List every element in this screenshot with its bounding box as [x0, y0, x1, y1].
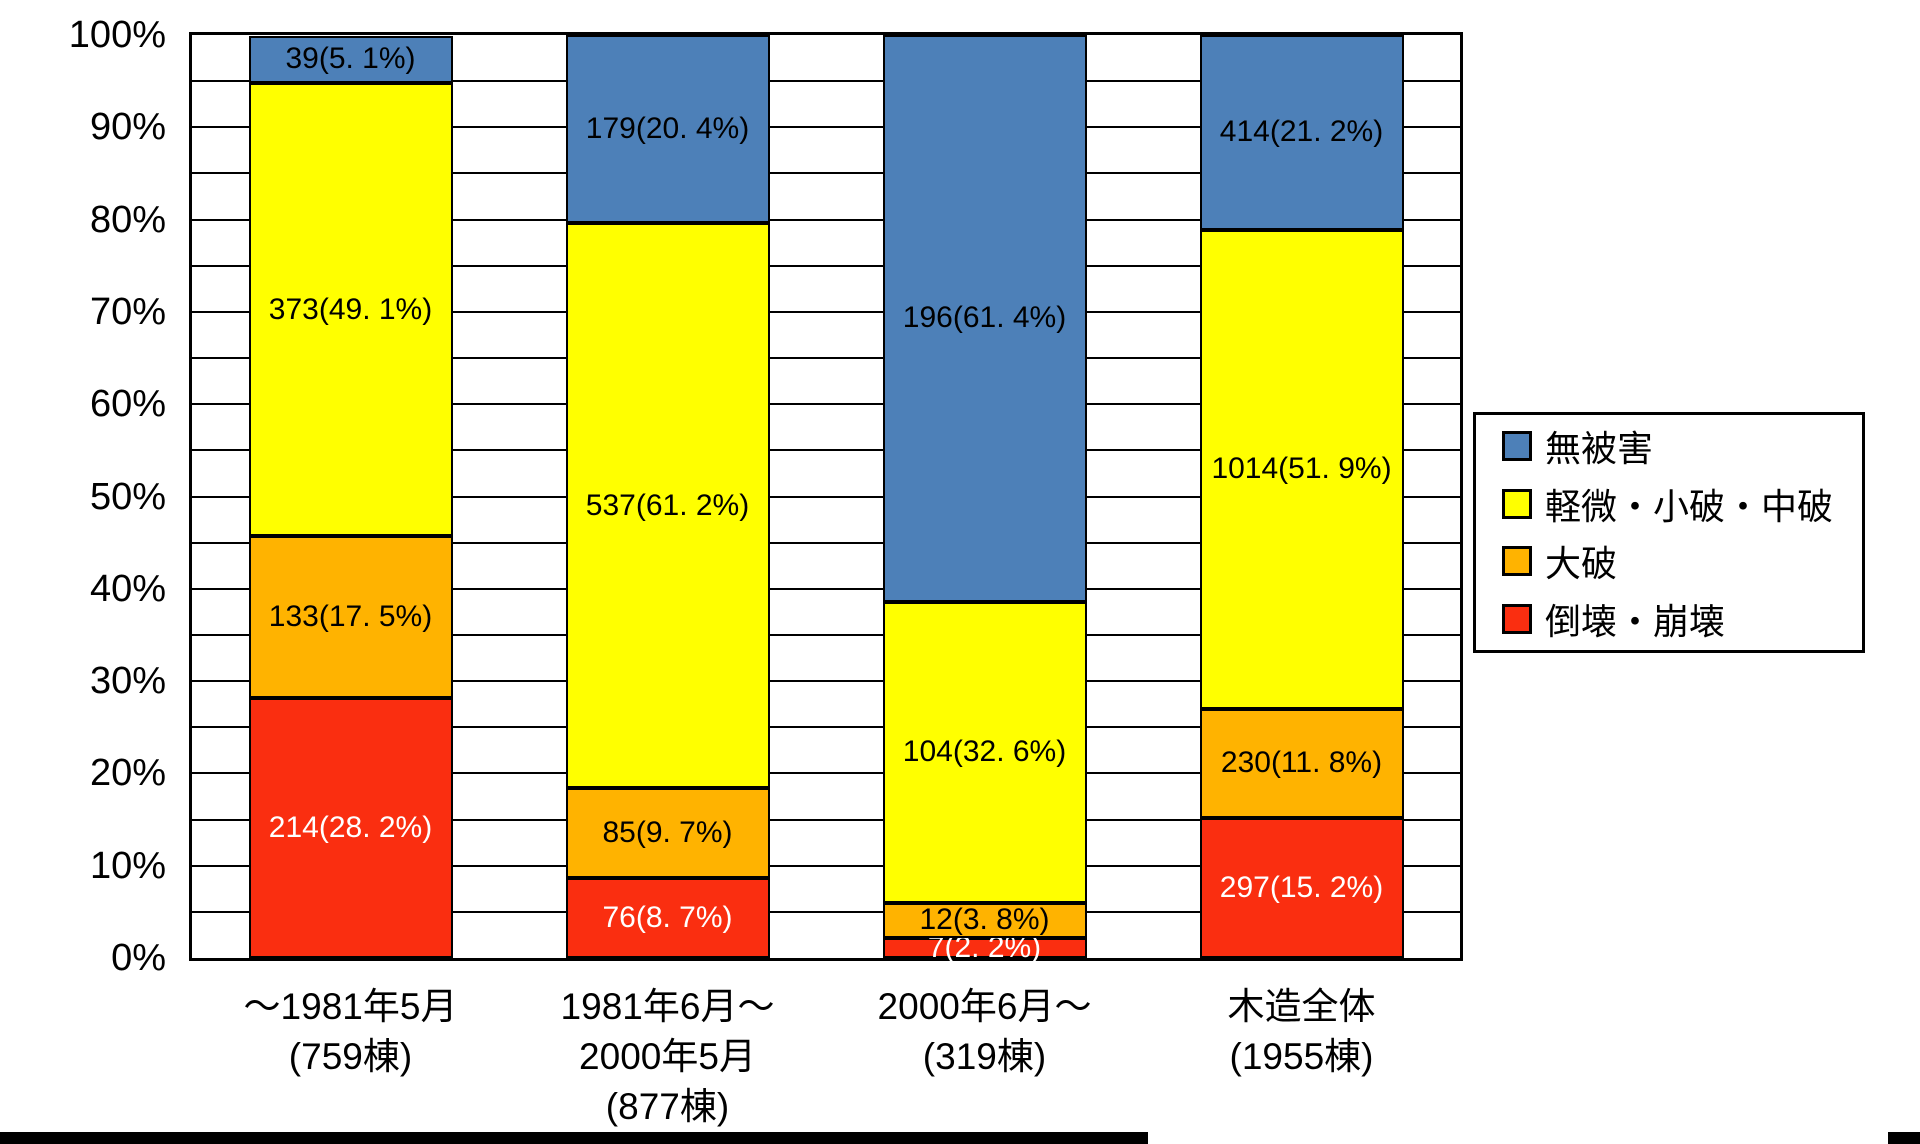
x-axis-label-line: (877棟) [605, 1086, 730, 1127]
gridline [192, 680, 1460, 683]
gridline [192, 864, 1460, 867]
x-axis-category-label: ～1981年5月 (759棟) [244, 982, 458, 1082]
legend-swatch [1502, 431, 1532, 462]
bar-segment-label: 39(5. 1%) [285, 42, 416, 76]
gridline [192, 772, 1460, 775]
bar-segment: 196(61. 4%) [882, 35, 1087, 602]
gridline [192, 587, 1460, 590]
x-axis-category-label: 木造全体 (1955棟) [1228, 982, 1376, 1082]
gridline [192, 218, 1460, 221]
bar-segment: 133(17. 5%) [248, 536, 453, 698]
gridline [192, 126, 1460, 129]
gridline [192, 910, 1460, 913]
gridline [192, 264, 1460, 267]
bar-segment-label: 12(3. 8%) [919, 903, 1050, 937]
gridline [192, 495, 1460, 498]
y-axis-tick-label: 30% [89, 660, 166, 703]
bar-segment: 297(15. 2%) [1199, 817, 1404, 958]
legend-label: 大破 [1545, 543, 1618, 585]
bar-segment-label: 373(49. 1%) [268, 292, 433, 326]
gridline [192, 449, 1460, 452]
y-axis-tick-label: 0% [111, 937, 166, 979]
legend: 無被害軽微・小破・中破 大破倒壊・崩壊 [1473, 412, 1865, 653]
bar-segment: 7(2. 2%) [882, 931, 1087, 964]
bar-segment-label: 196(61. 4%) [902, 301, 1067, 335]
x-axis-category-label: 2000年6月～ (319棟) [878, 982, 1092, 1082]
y-axis-tick-label: 40% [89, 567, 166, 610]
bar-segment: 12(3. 8%) [882, 902, 1087, 938]
bar-segment-label: 214(28. 2%) [268, 810, 433, 844]
legend-label: 無被害 [1545, 428, 1654, 470]
bar-segment-label: 230(11. 8%) [1220, 746, 1383, 780]
y-axis-tick-label: 60% [89, 383, 166, 426]
bar-segment: 414(21. 2%) [1199, 35, 1404, 230]
bar-segment-label: 297(15. 2%) [1219, 870, 1384, 904]
bar-segment: 537(61. 2%) [565, 223, 770, 789]
x-axis-label-line: (759棟) [288, 1036, 413, 1077]
x-axis-label-line: (1955棟) [1229, 1036, 1374, 1077]
bar-segment-label: 537(61. 2%) [585, 488, 750, 522]
x-axis-label-line: (319棟) [922, 1036, 1047, 1077]
legend-swatch [1502, 488, 1532, 519]
y-axis-tick-label: 80% [89, 198, 166, 241]
legend-swatch [1502, 546, 1532, 577]
bar-segment: 104(32. 6%) [882, 601, 1087, 903]
legend-item: 大破 [1502, 535, 1862, 587]
bar-segment-label: 133(17. 5%) [268, 599, 433, 633]
gridline [192, 310, 1460, 313]
bar-segment: 230(11. 8%) [1199, 708, 1404, 818]
bar-segment-label: 104(32. 6%) [902, 735, 1067, 769]
y-axis-tick-label: 10% [89, 844, 166, 887]
gridline [192, 633, 1460, 636]
x-axis-category-label: 1981年6月～ 2000年5月 (877棟) [561, 982, 775, 1132]
gridline [192, 726, 1460, 729]
legend-item: 倒壊・崩壊 [1502, 593, 1862, 645]
bar-segment: 85(9. 7%) [565, 788, 770, 878]
gridline [192, 818, 1460, 821]
y-axis-tick-label: 100% [68, 14, 166, 56]
bottom-border-bar-right [1888, 1132, 1920, 1144]
y-axis-tick-label: 50% [89, 475, 166, 518]
bottom-border-bar-left [0, 1132, 1148, 1144]
legend-label: 軽微・小破・中破 [1545, 485, 1834, 527]
x-axis-label-line: 2000年6月～ [877, 986, 1092, 1027]
bar-segment: 373(49. 1%) [248, 83, 453, 537]
bar-segment-label: 179(20. 4%) [585, 112, 750, 146]
bar-segment-label: 414(21. 2%) [1219, 115, 1384, 149]
bar-segment: 179(20. 4%) [565, 35, 770, 224]
bar-segment: 214(28. 2%) [248, 697, 453, 958]
x-axis-label-line: 木造全体 [1227, 986, 1376, 1027]
bar-segment: 1014(51. 9%) [1199, 229, 1404, 709]
y-axis-tick-label: 70% [89, 290, 166, 333]
legend-item: 軽微・小破・中破 [1502, 478, 1862, 530]
bar-segment-label: 1014(51. 9%) [1211, 452, 1392, 486]
x-axis-label-line: ～1981年5月 [243, 986, 458, 1027]
bar-segment: 76(8. 7%) [565, 877, 770, 958]
legend-swatch [1502, 603, 1532, 634]
bar-segment: 39(5. 1%) [248, 35, 453, 83]
bar-segment-label: 76(8. 7%) [602, 900, 733, 934]
gridline [192, 172, 1460, 175]
bar-segment-label: 85(9. 7%) [602, 815, 733, 849]
x-axis-label-line: 1981年6月～ [560, 986, 775, 1027]
legend-item: 無被害 [1502, 420, 1862, 472]
legend-label: 倒壊・崩壊 [1545, 600, 1726, 642]
y-axis-tick-label: 20% [89, 752, 166, 795]
gridline [192, 541, 1460, 544]
gridline [192, 357, 1460, 360]
gridline [192, 403, 1460, 406]
plot-area: 214(28. 2%) 133(17. 5%) 373(49. 1%) 39(5. 1… [189, 32, 1463, 964]
x-axis-label-line: 2000年5月 [579, 1036, 756, 1077]
gridline [192, 80, 1460, 83]
y-axis-tick-label: 90% [89, 106, 166, 149]
